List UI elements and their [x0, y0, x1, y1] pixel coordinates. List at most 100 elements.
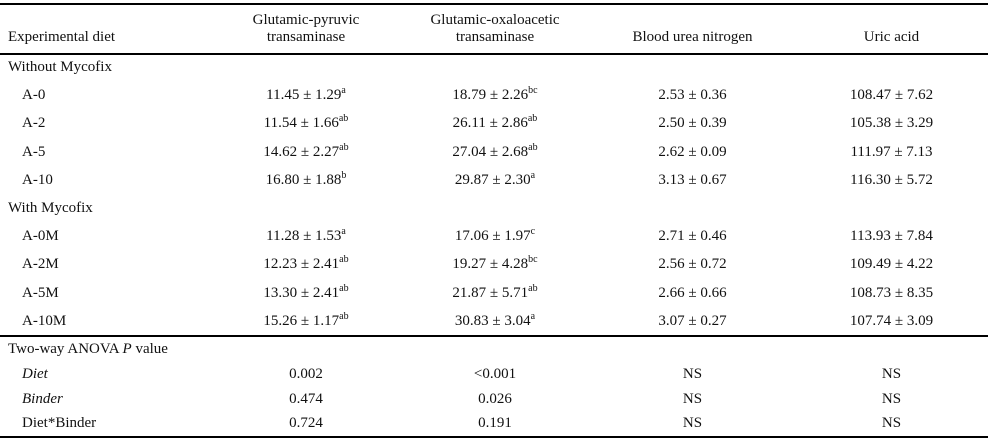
value-cell: 16.80 ± 1.88b	[265, 170, 347, 189]
value-cell: 111.97 ± 7.13	[850, 143, 933, 160]
p-value-cell: 0.026	[478, 390, 512, 407]
anova-title-row: Two-way ANOVA P value	[0, 335, 988, 362]
value-cell: 13.30 ± 2.41ab	[263, 282, 349, 301]
anova-factor-cell: Binder	[22, 390, 63, 407]
value-cell: 11.45 ± 1.29a	[266, 84, 346, 103]
significance-superscript: ab	[339, 254, 349, 266]
diet-label-cell: A-2M	[22, 256, 59, 273]
p-value-cell: NS	[682, 390, 703, 407]
value-cell: 14.62 ± 2.27ab	[263, 141, 349, 160]
significance-superscript: ab	[339, 282, 349, 294]
section-title: With Mycofix	[8, 199, 93, 216]
p-value-cell: NS	[881, 415, 902, 432]
value-cell: 27.04 ± 2.68ab	[452, 141, 538, 160]
value-cell: 108.47 ± 7.62	[849, 86, 934, 103]
diet-label-cell: A-10	[22, 172, 53, 189]
diet-label-cell: A-2	[22, 115, 46, 132]
anova-row: Binder 0.474 0.026 NS NS	[0, 387, 988, 412]
anova-factor-cell: Diet*Binder	[22, 415, 97, 432]
value-cell: 26.11 ± 2.86ab	[452, 113, 538, 132]
significance-superscript: a	[530, 310, 536, 322]
table-row: A-10M 15.26 ± 1.17ab 30.83 ± 3.04a 3.07 ± 0…	[0, 308, 988, 337]
p-value-cell: 0.724	[289, 415, 323, 432]
column-header-experimental-diet: Experimental diet	[0, 4, 212, 55]
value-cell: 2.66 ± 0.66	[658, 284, 727, 301]
value-cell: 2.53 ± 0.36	[658, 86, 727, 103]
significance-superscript: ab	[339, 310, 349, 322]
anova-title-post: value	[131, 340, 168, 357]
p-value-cell: NS	[682, 415, 703, 432]
p-value-cell: NS	[881, 365, 902, 382]
significance-superscript: bc	[528, 84, 538, 96]
anova-factor-cell: Diet	[22, 365, 48, 382]
value-cell: 18.79 ± 2.26bc	[452, 84, 538, 103]
table-row: A-5M 13.30 ± 2.41ab 21.87 ± 5.71ab 2.66 ± 0…	[0, 279, 988, 308]
table-header: Experimental diet Glutamic-pyruvic trans…	[0, 4, 988, 55]
table-row: A-2M 12.23 ± 2.41ab 19.27 ± 4.28bc 2.56 ± 0…	[0, 251, 988, 280]
significance-superscript: b	[341, 170, 347, 182]
table-row: A-0 11.45 ± 1.29a 18.79 ± 2.26bc 2.53 ± 0.3…	[0, 81, 988, 110]
p-value-cell: 0.474	[289, 390, 323, 407]
significance-superscript: bc	[528, 254, 538, 266]
significance-superscript: a	[341, 225, 346, 237]
significance-superscript: ab	[528, 282, 538, 294]
anova-row: Diet*Binder 0.724 0.191 NS NS	[0, 412, 988, 437]
value-cell: 2.71 ± 0.46	[658, 227, 727, 244]
table-header-row: Experimental diet Glutamic-pyruvic trans…	[0, 4, 988, 55]
anova-title-pre: Two-way ANOVA	[8, 340, 123, 357]
value-cell: 107.74 ± 3.09	[849, 312, 934, 329]
value-cell: 15.26 ± 1.17ab	[263, 310, 349, 329]
value-cell: 2.56 ± 0.72	[658, 256, 727, 273]
significance-superscript: a	[341, 84, 346, 96]
column-header-blood-urea-nitrogen: Blood urea nitrogen	[590, 4, 795, 55]
diet-label-cell: A-0M	[22, 227, 59, 244]
significance-superscript: a	[530, 170, 536, 182]
anova-section-body: Two-way ANOVA P value Diet 0.002 <0.001 NS N…	[0, 335, 988, 437]
p-value-cell: <0.001	[473, 365, 517, 382]
value-cell: 105.38 ± 3.29	[849, 115, 934, 132]
value-cell: 109.49 ± 4.22	[849, 256, 934, 273]
value-cell: 116.30 ± 5.72	[850, 172, 933, 189]
value-cell: 17.06 ± 1.97c	[454, 225, 536, 244]
diet-label-cell: A-0	[22, 86, 46, 103]
table-row: A-0M 11.28 ± 1.53a 17.06 ± 1.97c 2.71 ± 0.4…	[0, 222, 988, 251]
value-cell: 3.07 ± 0.27	[658, 312, 727, 329]
value-cell: 19.27 ± 4.28bc	[452, 254, 538, 273]
significance-superscript: ab	[527, 113, 538, 125]
significance-superscript: ab	[338, 113, 349, 125]
value-cell: 113.93 ± 7.84	[850, 227, 933, 244]
value-cell: 21.87 ± 5.71ab	[452, 282, 538, 301]
value-cell: 2.62 ± 0.09	[658, 143, 727, 160]
value-cell: 12.23 ± 2.41ab	[263, 254, 349, 273]
diet-label-cell: A-10M	[22, 312, 67, 329]
section-title-row: With Mycofix	[0, 195, 988, 222]
diet-label-cell: A-5M	[22, 284, 59, 301]
column-header-glutamic-pyruvic-transaminase: Glutamic-pyruvic transaminase	[212, 4, 400, 55]
value-cell: 11.54 ± 1.66ab	[263, 113, 349, 132]
value-cell: 108.73 ± 8.35	[849, 284, 934, 301]
section-title-row: Without Mycofix	[0, 54, 988, 81]
value-cell: 30.83 ± 3.04a	[454, 310, 536, 329]
diet-sections-body: Without Mycofix A-0 11.45 ± 1.29a 18.79 ± 2…	[0, 54, 988, 336]
p-value-cell: NS	[682, 365, 703, 382]
diet-label-cell: A-5	[22, 143, 46, 160]
anova-title-p-italic: P	[122, 340, 132, 357]
table-row: A-5 14.62 ± 2.27ab 27.04 ± 2.68ab 2.62 ± 0.…	[0, 138, 988, 167]
results-table: Experimental diet Glutamic-pyruvic trans…	[0, 3, 988, 438]
column-header-glutamic-oxaloacetic-transaminase: Glutamic-oxaloacetic transaminase	[400, 4, 590, 55]
significance-superscript: ab	[339, 141, 349, 153]
p-value-cell: NS	[881, 390, 902, 407]
table-row: A-2 11.54 ± 1.66ab 26.11 ± 2.86ab 2.50 ± 0.…	[0, 110, 988, 139]
value-cell: 2.50 ± 0.39	[658, 115, 727, 132]
p-value-cell: 0.191	[478, 415, 512, 432]
column-header-uric-acid: Uric acid	[795, 4, 988, 55]
value-cell: 29.87 ± 2.30a	[454, 170, 536, 189]
p-value-cell: 0.002	[289, 365, 323, 382]
section-title: Without Mycofix	[8, 59, 112, 76]
value-cell: 11.28 ± 1.53a	[266, 225, 346, 244]
table-row: A-10 16.80 ± 1.88b 29.87 ± 2.30a 3.13 ± 0.6…	[0, 167, 988, 196]
value-cell: 3.13 ± 0.67	[658, 172, 727, 189]
anova-row: Diet 0.002 <0.001 NS NS	[0, 362, 988, 387]
significance-superscript: c	[530, 225, 536, 237]
